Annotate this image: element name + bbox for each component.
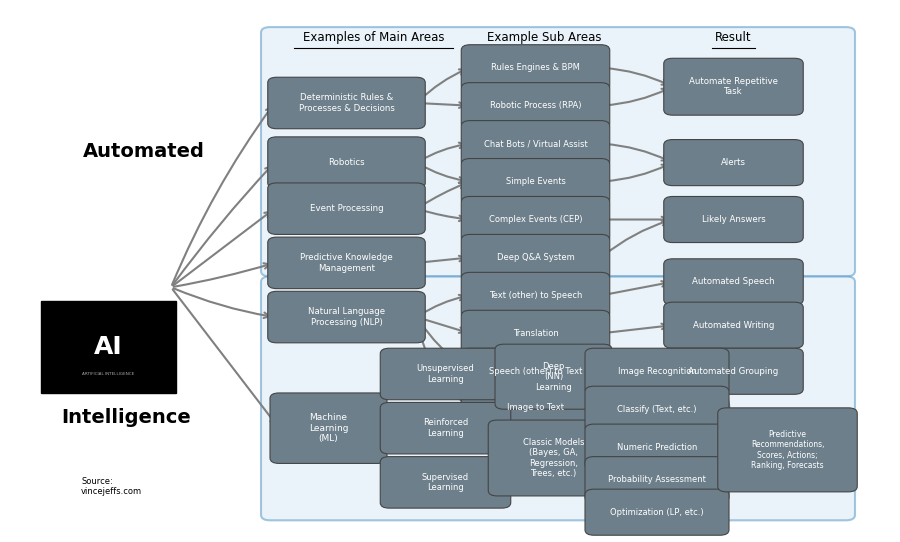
FancyBboxPatch shape: [585, 424, 729, 470]
Text: Automate Repetitive
Task: Automate Repetitive Task: [689, 77, 778, 96]
Text: Speech (other) to Text: Speech (other) to Text: [489, 367, 582, 376]
Text: Predictive
Recommendations,
Scores, Actions;
Ranking, Forecasts: Predictive Recommendations, Scores, Acti…: [751, 430, 824, 470]
FancyBboxPatch shape: [461, 310, 610, 357]
Text: Source:
vincejeffs.com: Source: vincejeffs.com: [81, 477, 142, 496]
Text: Chat Bots / Virtual Assist: Chat Bots / Virtual Assist: [483, 139, 588, 148]
FancyBboxPatch shape: [268, 237, 425, 288]
Text: Robotics: Robotics: [328, 158, 364, 167]
FancyBboxPatch shape: [718, 408, 857, 492]
Text: Robotic Process (RPA): Robotic Process (RPA): [490, 101, 581, 110]
FancyBboxPatch shape: [495, 344, 612, 409]
Text: Rules Engines & BPM: Rules Engines & BPM: [491, 63, 580, 72]
Text: Automated Speech: Automated Speech: [692, 278, 775, 286]
FancyBboxPatch shape: [461, 273, 610, 319]
FancyBboxPatch shape: [380, 348, 511, 400]
FancyBboxPatch shape: [268, 292, 425, 343]
FancyBboxPatch shape: [461, 82, 610, 128]
Text: Examples of Main Areas: Examples of Main Areas: [302, 31, 445, 44]
FancyBboxPatch shape: [461, 349, 610, 395]
Text: Machine
Learning
(ML): Machine Learning (ML): [309, 414, 348, 443]
Text: Predictive Knowledge
Management: Predictive Knowledge Management: [300, 253, 393, 273]
Text: Natural Language
Processing (NLP): Natural Language Processing (NLP): [308, 307, 385, 327]
Text: Alerts: Alerts: [721, 158, 746, 167]
FancyBboxPatch shape: [380, 402, 511, 454]
FancyBboxPatch shape: [663, 302, 803, 348]
FancyBboxPatch shape: [261, 27, 855, 276]
FancyBboxPatch shape: [268, 183, 425, 235]
Text: Translation: Translation: [513, 329, 558, 338]
Text: Image Recognition: Image Recognition: [617, 367, 697, 376]
Text: Image to Text: Image to Text: [507, 403, 564, 412]
FancyBboxPatch shape: [461, 45, 610, 91]
FancyBboxPatch shape: [663, 140, 803, 185]
FancyBboxPatch shape: [488, 420, 619, 496]
FancyBboxPatch shape: [663, 197, 803, 243]
Text: Complex Events (CEP): Complex Events (CEP): [489, 215, 582, 224]
Text: Simple Events: Simple Events: [506, 177, 565, 186]
Text: Intelligence: Intelligence: [61, 408, 191, 427]
Text: Probability Assessment: Probability Assessment: [608, 475, 706, 484]
Text: Unsupervised
Learning: Unsupervised Learning: [417, 364, 474, 384]
FancyBboxPatch shape: [268, 77, 425, 128]
FancyBboxPatch shape: [461, 158, 610, 204]
FancyBboxPatch shape: [261, 276, 855, 520]
FancyBboxPatch shape: [461, 235, 610, 281]
FancyBboxPatch shape: [585, 456, 729, 503]
Text: Deep Q&A System: Deep Q&A System: [497, 253, 574, 262]
Text: Deterministic Rules &
Processes & Decisions: Deterministic Rules & Processes & Decisi…: [299, 93, 394, 113]
Text: Deep
(NN)
Learning: Deep (NN) Learning: [536, 362, 572, 391]
Text: Automated: Automated: [83, 142, 205, 162]
Text: Classic Models
(Bayes, GA,
Regression,
Trees, etc.): Classic Models (Bayes, GA, Regression, T…: [523, 438, 584, 478]
FancyBboxPatch shape: [663, 259, 803, 305]
FancyBboxPatch shape: [663, 59, 803, 115]
FancyBboxPatch shape: [585, 489, 729, 535]
Text: Classify (Text, etc.): Classify (Text, etc.): [617, 405, 697, 414]
FancyBboxPatch shape: [585, 349, 729, 395]
FancyBboxPatch shape: [40, 301, 176, 393]
FancyBboxPatch shape: [461, 121, 610, 167]
Text: Automated Grouping: Automated Grouping: [688, 367, 778, 376]
FancyBboxPatch shape: [663, 349, 803, 395]
Text: Example Sub Areas: Example Sub Areas: [487, 31, 602, 44]
Text: Reinforced
Learning: Reinforced Learning: [423, 418, 468, 438]
FancyBboxPatch shape: [268, 137, 425, 189]
Text: Result: Result: [716, 31, 751, 44]
FancyBboxPatch shape: [461, 385, 610, 430]
Text: ARTIFICIAL INTELLIGENCE: ARTIFICIAL INTELLIGENCE: [82, 372, 134, 376]
Text: AI: AI: [94, 335, 122, 359]
FancyBboxPatch shape: [585, 386, 729, 433]
FancyBboxPatch shape: [270, 393, 387, 463]
FancyBboxPatch shape: [380, 456, 511, 508]
Text: Text (other) to Speech: Text (other) to Speech: [489, 291, 582, 300]
Text: Likely Answers: Likely Answers: [702, 215, 765, 224]
Text: Automated Writing: Automated Writing: [693, 321, 774, 330]
Text: Event Processing: Event Processing: [310, 204, 383, 213]
Text: Optimization (LP, etc.): Optimization (LP, etc.): [610, 508, 704, 517]
FancyBboxPatch shape: [461, 197, 610, 243]
Text: Supervised
Learning: Supervised Learning: [422, 473, 469, 492]
Text: Numeric Prediction: Numeric Prediction: [616, 443, 698, 451]
